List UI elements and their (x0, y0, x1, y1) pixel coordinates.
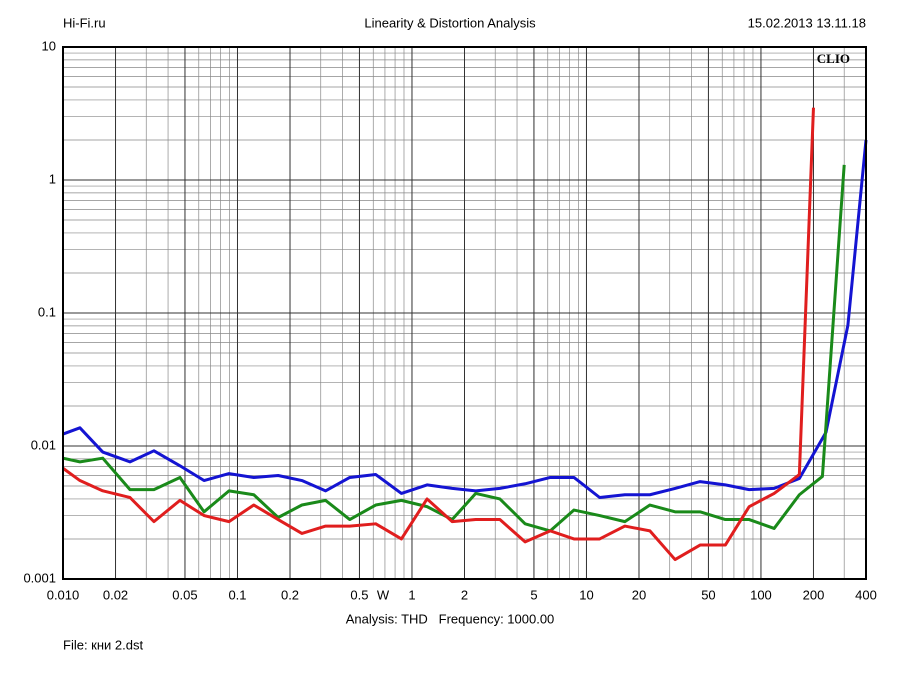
x-tick-label: 50 (701, 587, 715, 602)
x-tick-label: 100 (750, 587, 772, 602)
y-tick-label: 10 (42, 38, 56, 53)
x-axis-label: Analysis: THD Frequency: 1000.00 (346, 611, 555, 626)
x-tick-label: 0.2 (281, 587, 299, 602)
timestamp: 15.02.2013 13.11.18 (748, 15, 866, 30)
chart-title: Linearity & Distortion Analysis (364, 15, 536, 30)
site-name: Hi-Fi.ru (63, 15, 106, 30)
grid (62, 46, 867, 580)
plot (62, 107, 868, 562)
x-tick-label: 0.02 (103, 587, 128, 602)
y-tick-label: 0.01 (31, 437, 56, 452)
x-tick-label: 400 (855, 587, 877, 602)
x-tick-label: 10 (579, 587, 593, 602)
x-unit: W (377, 587, 390, 602)
series-line (62, 164, 846, 533)
file-name: File: кни 2.dst (63, 637, 143, 652)
series-line (62, 139, 868, 499)
x-tick-label: 200 (803, 587, 825, 602)
x-tick-label: 0.05 (172, 587, 197, 602)
series-line (62, 107, 815, 562)
y-tick-label: 1 (49, 171, 56, 186)
x-tick-label: 0.010 (47, 587, 80, 602)
x-tick-label: 5 (530, 587, 537, 602)
x-tick-label: 0.5 (350, 587, 368, 602)
x-tick-label: 1 (408, 587, 415, 602)
y-tick-label: 0.1 (38, 304, 56, 319)
x-tick-label: 0.1 (228, 587, 246, 602)
x-tick-label: 2 (461, 587, 468, 602)
plot-frame (62, 46, 867, 580)
watermark: CLIO (817, 51, 850, 66)
x-tick-label: 20 (632, 587, 646, 602)
y-tick-label: 0.001 (23, 570, 56, 585)
